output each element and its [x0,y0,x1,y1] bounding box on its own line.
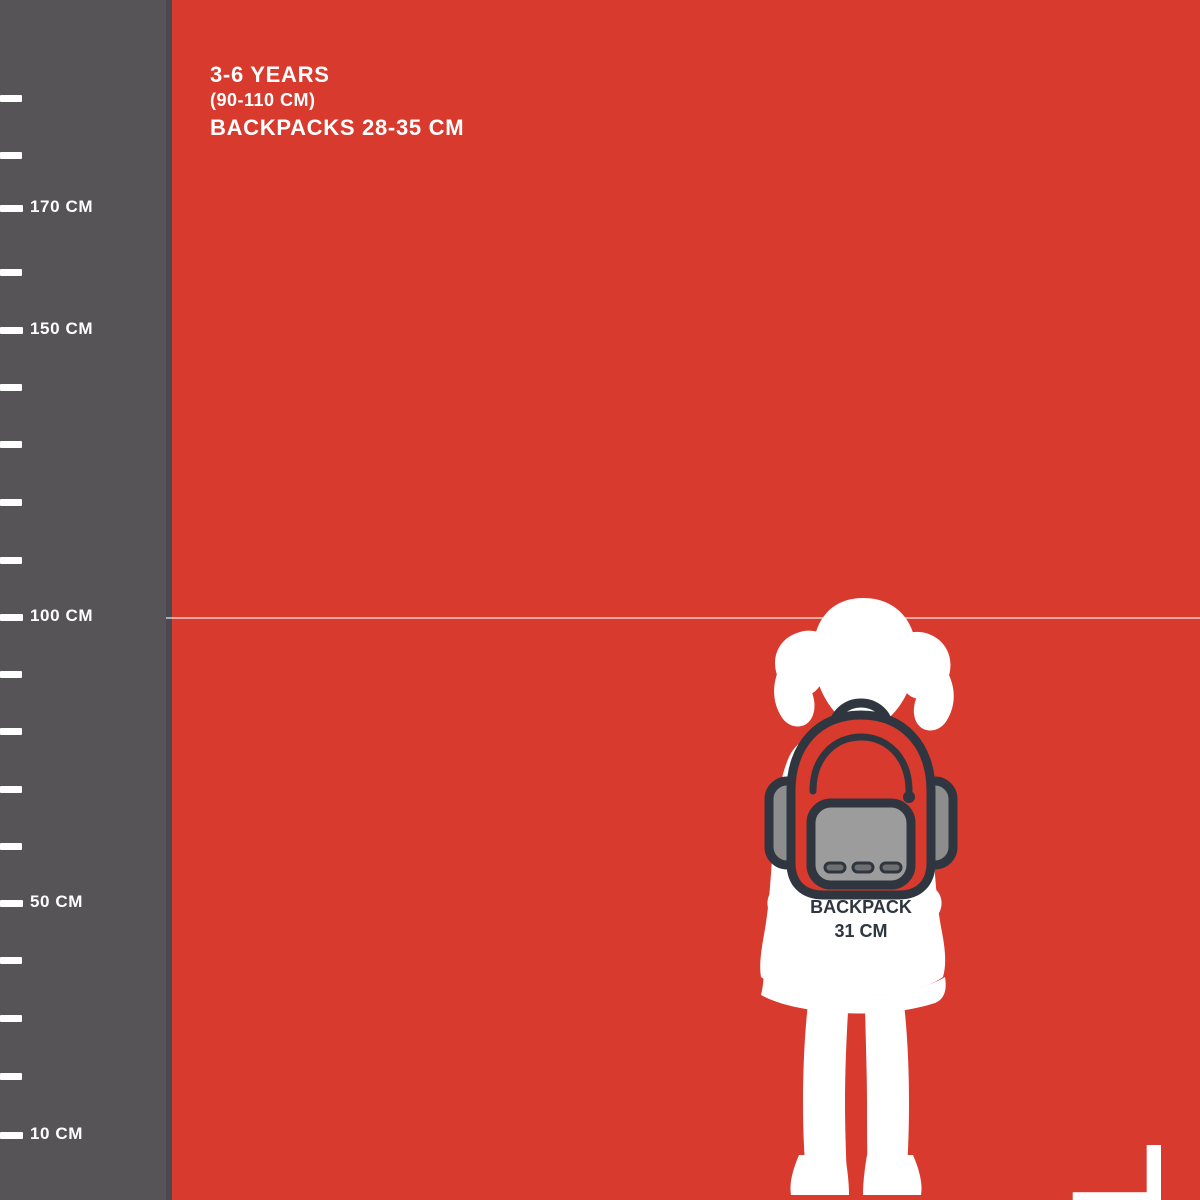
backpack-range-label: BACKPACKS 28-35 CM [210,115,465,140]
ruler-tick-8 [0,557,22,564]
ruler-tick-7 [0,499,22,506]
ruler-label-10-cm: 10 CM [30,1124,84,1143]
ruler-tick-6 [0,441,22,448]
ruler-tick-1 [0,152,22,159]
ruler-edge-stripe [166,0,172,1200]
age-range-label: 3-6 YEARS [210,62,330,87]
ruler-label-100-cm: 100 CM [30,606,94,625]
ruler-tick-2 [0,205,23,212]
ruler-tick-5 [0,384,22,391]
ruler-tick-0 [0,95,22,102]
category-title-preschool: PRESCHOOL [1046,1140,1189,1200]
ruler-tick-11 [0,728,22,735]
ruler-label-150-cm: 150 CM [30,319,94,338]
ruler-tick-3 [0,269,22,276]
ruler-tick-12 [0,786,22,793]
backpack-caption-line1: BACKPACK [810,897,912,917]
height-ruler-panel [0,0,166,1200]
ruler-tick-17 [0,1073,22,1080]
header-text-block: 3-6 YEARS (90-110 CM) BACKPACKS 28-35 CM [210,62,464,142]
child-figure-with-backpack: BACKPACK 31 CM [735,595,1005,1200]
ruler-tick-15 [0,957,22,964]
ruler-tick-4 [0,327,23,334]
ruler-tick-14 [0,900,23,907]
backpack-icon [764,698,958,900]
ruler-tick-18 [0,1132,23,1139]
ruler-tick-9 [0,614,23,621]
ruler-tick-13 [0,843,22,850]
reference-line-100cm [166,617,1200,619]
ruler-label-170-cm: 170 CM [30,197,94,216]
height-range-label: (90-110 CM) [210,90,316,110]
ruler-tick-10 [0,671,22,678]
backpack-caption-line2: 31 CM [834,921,887,941]
ruler-label-50-cm: 50 CM [30,892,84,911]
ruler-tick-16 [0,1015,22,1022]
